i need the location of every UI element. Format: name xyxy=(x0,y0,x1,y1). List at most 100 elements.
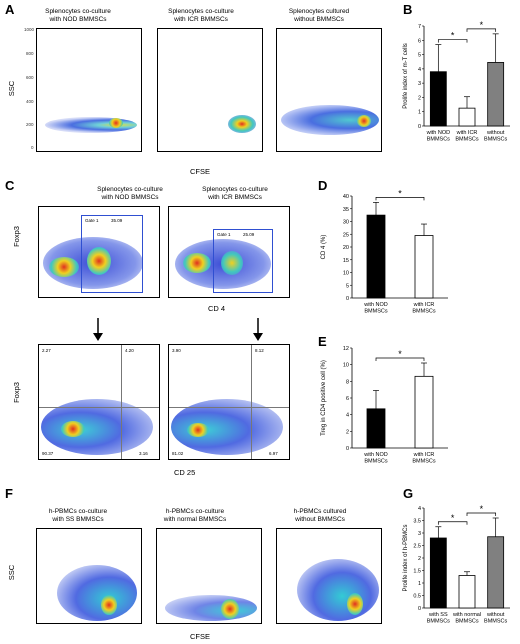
panel-letter-c: C xyxy=(5,178,15,193)
y-tick-label: 0 xyxy=(418,606,421,612)
panel-c-xlabel-bottom: CD 25 xyxy=(174,468,196,477)
significance-star: * xyxy=(451,31,455,41)
flow-population xyxy=(57,565,137,621)
y-tick-label: 5 xyxy=(418,53,421,59)
y-tick-label: 35 xyxy=(343,207,349,213)
category-label: BMMSCs xyxy=(364,309,387,315)
y-tick-label: 1.5 xyxy=(413,569,421,575)
a-ytick: 200 xyxy=(26,122,34,127)
y-tick-label: 0 xyxy=(346,296,349,302)
y-axis-label: Prolife index of m-T cells xyxy=(403,43,409,109)
y-tick-label: 8 xyxy=(346,379,349,385)
y-tick-label: 6 xyxy=(346,396,349,402)
significance-star: * xyxy=(480,20,484,30)
category-label: without xyxy=(486,612,505,618)
flow-population-peak xyxy=(183,253,211,273)
panel-a-title-1: Splenocytes co-culture with NOD BMMSCs xyxy=(45,8,111,23)
a-ytick: 800 xyxy=(26,51,34,56)
significance-bracket xyxy=(466,512,497,516)
category-label: with ICR xyxy=(456,130,478,136)
bar xyxy=(458,575,476,609)
panel-f-title-2: h-PBMCs co-culture with normal BMMSCs xyxy=(163,508,227,523)
flow-population-peak xyxy=(187,423,209,437)
category-label: BMMSCs xyxy=(412,309,435,315)
category-label: with normal xyxy=(452,612,481,618)
category-label: BMMSCs xyxy=(427,137,450,143)
quad-ll: 81.02 xyxy=(172,451,184,456)
y-tick-label: 40 xyxy=(343,194,349,200)
y-tick-label: 15 xyxy=(343,258,349,264)
y-tick-label: 30 xyxy=(343,220,349,226)
panel-a-xlabel: CFSE xyxy=(190,167,211,176)
significance-bracket xyxy=(375,197,425,201)
a-ytick: 400 xyxy=(26,99,34,104)
flow-population-peak xyxy=(49,257,79,277)
bar xyxy=(487,536,505,609)
category-label: with NOD xyxy=(363,302,388,308)
y-tick-label: 3.5 xyxy=(413,519,421,525)
panel-f-ylabel: SSC xyxy=(7,564,17,581)
quadrant-vline xyxy=(121,345,122,459)
gate-value: 25.09 xyxy=(243,232,255,237)
flow-plot-f3 xyxy=(276,528,382,624)
bar xyxy=(429,537,447,609)
panel-letter-f: F xyxy=(5,486,13,501)
significance-bracket xyxy=(466,28,497,32)
flow-plot-f1 xyxy=(36,528,142,624)
y-tick-label: 6 xyxy=(418,38,421,44)
a-ytick: 0 xyxy=(31,145,34,150)
y-tick-label: 1 xyxy=(418,581,421,587)
significance-star: * xyxy=(480,504,484,514)
quad-ur: 8.12 xyxy=(255,348,264,353)
panel-f-title-1: h-PBMCs co-culture with SS BMMSCs xyxy=(48,508,108,523)
chart-b: 0 1 2 3 4 5 6 7 Prolife index of m-T cells with N… xyxy=(403,20,510,143)
significance-star: * xyxy=(398,349,402,359)
flow-plot-f2 xyxy=(156,528,262,624)
significance-star: * xyxy=(398,188,402,198)
y-tick-label: 5 xyxy=(346,283,349,289)
category-label: BMMSCs xyxy=(364,459,387,465)
flow-population-peak xyxy=(109,118,123,128)
bar xyxy=(366,408,386,449)
category-label: with SS xyxy=(428,612,448,618)
category-label: with ICR xyxy=(413,302,435,308)
flow-population xyxy=(45,117,137,133)
y-tick-label: 2 xyxy=(418,95,421,101)
flow-population-peak xyxy=(221,251,243,275)
flow-population xyxy=(165,595,257,621)
y-tick-label: 0 xyxy=(418,124,421,130)
y-tick-label: 0 xyxy=(346,446,349,452)
panel-f-title-3: h-PBMCs cultured without BMMSCs xyxy=(293,508,347,523)
y-tick-label: 7 xyxy=(418,24,421,30)
panel-a-title-3: Splenocytes cultured without BMMSCs xyxy=(288,8,350,23)
flow-population xyxy=(297,559,379,621)
quadrant-vline xyxy=(251,345,252,459)
y-tick-label: 4 xyxy=(418,67,421,73)
category-label: BMMSCs xyxy=(427,619,450,625)
gate-label: Gate 1 xyxy=(85,218,99,223)
y-tick-label: 3 xyxy=(418,81,421,87)
flow-population-peak xyxy=(101,595,117,615)
quadrant-hline xyxy=(169,407,289,408)
y-tick-label: 2 xyxy=(418,556,421,562)
flow-population xyxy=(228,115,256,133)
a-ytick: 1000 xyxy=(24,27,35,32)
y-tick-label: 3 xyxy=(418,531,421,537)
y-tick-label: 10 xyxy=(343,363,349,369)
quad-ur: 4.20 xyxy=(125,348,134,353)
flow-plot-a2 xyxy=(157,28,263,152)
quadrant-hline xyxy=(39,407,159,408)
flow-population-peak xyxy=(221,599,239,619)
category-label: with ICR xyxy=(413,452,435,458)
flow-plot-c1: Gate 1 35.09 xyxy=(38,206,160,298)
flow-plot-c4: 3.90 8.12 81.02 6.97 xyxy=(168,344,290,460)
panel-f-xlabel: CFSE xyxy=(190,632,211,641)
bar xyxy=(458,107,476,127)
chart-g: 0 0.5 1 1.5 2 2.5 3 3.5 4 Prolife index of h-PBMC… xyxy=(403,504,510,625)
bar xyxy=(414,235,434,299)
flow-plot-a1 xyxy=(36,28,142,152)
y-tick-label: 2 xyxy=(346,429,349,435)
gate-1 xyxy=(213,229,273,293)
y-tick-label: 1 xyxy=(418,110,421,116)
